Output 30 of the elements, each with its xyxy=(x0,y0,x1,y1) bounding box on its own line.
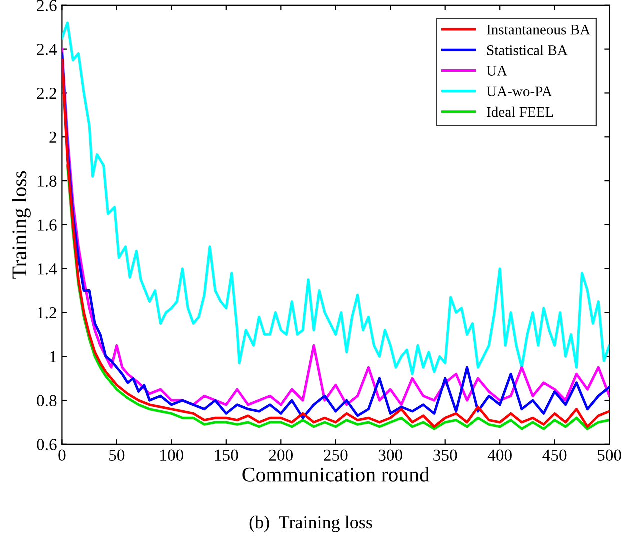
text: (b) Training loss xyxy=(250,516,372,532)
y-tick-label: 1.2 xyxy=(38,307,56,319)
x-tick-label: 300 xyxy=(378,450,402,462)
legend-label: UA xyxy=(486,66,508,76)
x-tick-label: 100 xyxy=(160,450,184,462)
legend-label: Ideal FEEL xyxy=(487,106,554,118)
legend-label: Instantaneous BA xyxy=(487,24,590,35)
y-tick-label: 1.4 xyxy=(38,264,58,275)
y-tick-label: 2.6 xyxy=(37,0,57,12)
legend-label: UA-wo-PA xyxy=(486,86,552,97)
x-tick-label: 350 xyxy=(434,450,458,462)
x-tick-label: 50 xyxy=(110,450,125,462)
legend-label: Statistical BA xyxy=(487,45,568,56)
y-tick-label: 0.6 xyxy=(37,439,57,450)
x-tick-label: 250 xyxy=(324,450,348,462)
x-tick-label: 400 xyxy=(488,450,512,462)
y-axis-title: Training loss xyxy=(12,171,31,279)
y-tick-label: 1.6 xyxy=(38,220,57,231)
y-tick-label: 1 xyxy=(50,351,56,362)
y-tick-label: 0.8 xyxy=(37,395,57,407)
x-tick-label: 450 xyxy=(542,450,567,462)
x-tick-label: 500 xyxy=(598,450,622,462)
x-tick-label: 200 xyxy=(269,450,294,462)
x-axis-title: Communication round xyxy=(242,467,430,482)
y-tick-label: 2.2 xyxy=(37,88,56,100)
y-tick-label: 2.4 xyxy=(37,44,58,56)
y-tick-label: 2 xyxy=(50,132,56,143)
x-tick-label: 150 xyxy=(215,450,238,462)
x-tick-label: 0 xyxy=(58,450,66,462)
y-tick-label: 1.8 xyxy=(38,176,57,188)
